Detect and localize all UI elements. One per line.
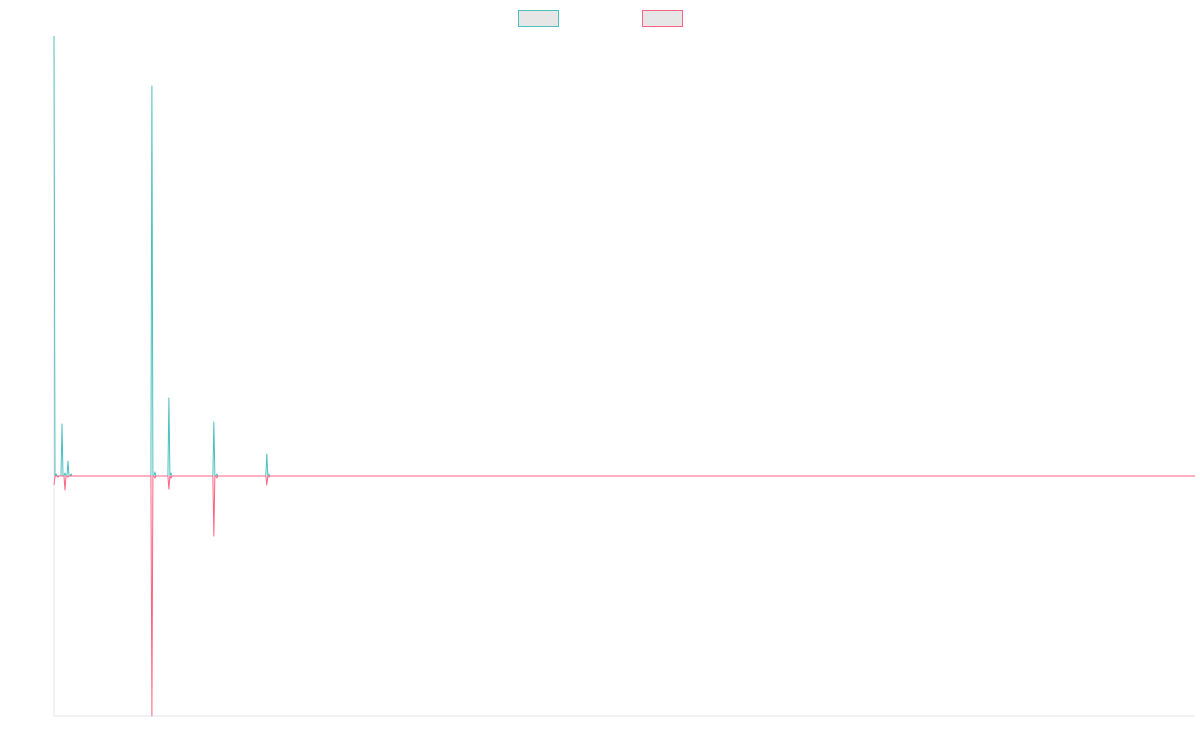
series-line-1 [53, 35, 1195, 477]
axes [53, 36, 1195, 717]
legend[interactable] [518, 10, 683, 27]
series-line-2 [53, 475, 1195, 717]
legend-swatch-1[interactable] [518, 10, 559, 27]
legend-swatch-2[interactable] [642, 10, 683, 27]
series-layer [53, 35, 1195, 717]
